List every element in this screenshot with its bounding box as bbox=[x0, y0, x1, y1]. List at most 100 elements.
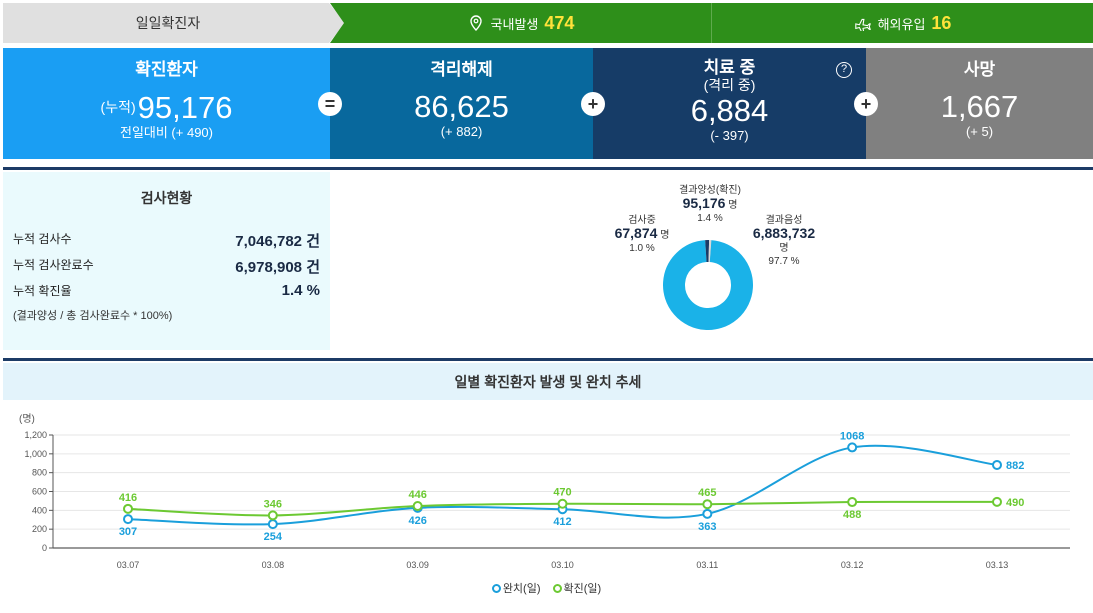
legend-dot bbox=[491, 584, 501, 593]
data-label: 882 bbox=[1006, 460, 1024, 472]
confirmed-value: 95,176 bbox=[137, 90, 233, 125]
deaths-value: 1,667 bbox=[940, 89, 1019, 124]
deaths-title: 사망 bbox=[963, 60, 996, 79]
x-tick-label: 03.12 bbox=[841, 560, 864, 570]
positive-pct: 1.4 % bbox=[697, 213, 723, 224]
cumulative-prefix: (누적) bbox=[100, 99, 136, 115]
data-point bbox=[847, 442, 858, 453]
test-row-value: 1.4 % bbox=[281, 282, 320, 299]
released-value: 86,625 bbox=[414, 89, 509, 124]
test-row-completed: 누적 검사완료수 6,978,908 건 bbox=[13, 256, 320, 277]
positive-label-text: 결과양성(확진) bbox=[679, 185, 741, 196]
test-row-total: 누적 검사수 7,046,782 건 bbox=[13, 230, 320, 251]
data-point bbox=[992, 459, 1002, 470]
plus-operator-1: + bbox=[581, 92, 605, 116]
deaths-box: 사망 1,667 (+ 5) bbox=[866, 48, 1093, 159]
data-point bbox=[123, 503, 133, 514]
confirmed-title: 확진환자 bbox=[135, 60, 198, 79]
positive-label: 결과양성(확진) 95,176 명 1.4 % bbox=[660, 184, 760, 225]
data-point bbox=[702, 508, 713, 519]
data-label: 446 bbox=[408, 489, 426, 501]
y-tick-label: 1,000 bbox=[24, 449, 47, 459]
airplane-icon bbox=[854, 14, 872, 32]
chart-legend: 완치(일) 확진(일) bbox=[0, 580, 1093, 596]
equals-operator: = bbox=[318, 92, 342, 116]
treating-subtitle: (격리 중) bbox=[703, 77, 756, 93]
data-label: 254 bbox=[264, 531, 283, 543]
overseas-label: 해외유입 bbox=[877, 16, 926, 32]
test-row-label: 누적 검사완료수 bbox=[13, 258, 94, 272]
daily-breakdown-bar: 국내발생 474 해외유입 16 bbox=[330, 3, 1093, 43]
deaths-diff: (+ 5) bbox=[965, 124, 994, 139]
domestic-label: 국내발생 bbox=[490, 16, 539, 32]
testing-value: 67,874 bbox=[614, 225, 658, 241]
daily-trend-chart-panel: 일별 확진환자 발생 및 완치 추세 bbox=[3, 363, 1093, 613]
testing-pct: 1.0 % bbox=[629, 243, 655, 254]
data-label: 470 bbox=[553, 487, 571, 499]
test-row-rate: 누적 확진율 1.4 % bbox=[13, 282, 320, 299]
y-axis-unit-label: (명) bbox=[19, 413, 35, 425]
section-divider-2 bbox=[3, 358, 1093, 361]
plus-operator-2: + bbox=[854, 92, 878, 116]
test-status-panel: 검사현황 누적 검사수 7,046,782 건 누적 검사완료수 6,978,9… bbox=[3, 172, 330, 350]
data-label: 426 bbox=[408, 515, 426, 527]
daily-trend-line-chart: (명) 0 200 400 600 800 1,000 1,200 03.07 03.08 03.0… bbox=[19, 413, 1070, 570]
positive-value: 95,176 bbox=[682, 195, 726, 211]
data-point bbox=[123, 514, 133, 525]
released-title: 격리해제 bbox=[430, 60, 493, 79]
data-label: 307 bbox=[119, 526, 137, 538]
data-point bbox=[992, 496, 1002, 507]
test-result-donut bbox=[663, 240, 753, 330]
test-row-label: 누적 검사수 bbox=[13, 232, 72, 246]
help-icon[interactable]: ? bbox=[836, 62, 852, 78]
stats-row: 확진환자 (누적)95,176 전일대비 (+ 490) 격리해제 86,625… bbox=[3, 48, 1093, 159]
treating-value: 6,884 bbox=[690, 93, 769, 128]
top-bar: 일일확진자 국내발생 474 해외유입 16 bbox=[0, 0, 1093, 44]
data-point bbox=[847, 497, 858, 508]
data-point bbox=[557, 498, 568, 509]
data-label: 412 bbox=[553, 516, 571, 528]
chart-title: 일별 확진환자 발생 및 완치 추세 bbox=[3, 363, 1093, 400]
data-point bbox=[702, 499, 713, 510]
data-point bbox=[267, 510, 278, 521]
released-box: 격리해제 86,625 (+ 882) bbox=[330, 48, 593, 159]
test-row-label: 누적 확진율 bbox=[13, 284, 72, 298]
overseas-cell: 해외유입 16 bbox=[711, 3, 1093, 43]
confirmed-box: 확진환자 (누적)95,176 전일대비 (+ 490) bbox=[3, 48, 330, 159]
domestic-cell: 국내발생 474 bbox=[330, 3, 711, 43]
treating-diff: (- 397) bbox=[710, 128, 749, 143]
x-tick-label: 03.13 bbox=[986, 560, 1009, 570]
data-label: 490 bbox=[1006, 497, 1024, 509]
daily-confirmed-text: 일일확진자 bbox=[135, 15, 201, 31]
y-tick-label: 0 bbox=[42, 543, 47, 553]
legend-item-recovered[interactable]: 완치(일) bbox=[491, 580, 541, 596]
data-label: 363 bbox=[698, 521, 716, 533]
legend-dot bbox=[552, 584, 562, 593]
test-row-value: 6,978,908 건 bbox=[235, 259, 320, 276]
test-row-value: 7,046,782 건 bbox=[235, 233, 320, 250]
overseas-value: 16 bbox=[931, 12, 952, 33]
x-tick-label: 03.07 bbox=[117, 560, 140, 570]
negative-pct: 97.7 % bbox=[768, 256, 800, 267]
treating-title: 치료 중 bbox=[703, 58, 756, 77]
data-label: 465 bbox=[698, 487, 716, 499]
x-tick-label: 03.10 bbox=[551, 560, 574, 570]
released-diff: (+ 882) bbox=[440, 124, 483, 139]
testing-unit: 명 bbox=[660, 230, 670, 241]
section-divider-1 bbox=[3, 167, 1093, 170]
daily-confirmed-label: 일일확진자 bbox=[3, 3, 345, 43]
x-tick-label: 03.09 bbox=[406, 560, 429, 570]
negative-value: 6,883,732 bbox=[752, 225, 816, 241]
confirmed-value-line: (누적)95,176 bbox=[3, 90, 330, 125]
x-tick-label: 03.08 bbox=[262, 560, 285, 570]
testing-label: 검사중 67,874 명 1.0 % bbox=[602, 214, 682, 255]
negative-label: 결과음성 6,883,732 명 97.7 % bbox=[742, 214, 826, 268]
legend-label: 완치(일) bbox=[502, 583, 541, 595]
confirmed-diff: 전일대비 (+ 490) bbox=[119, 125, 213, 140]
legend-item-confirmed[interactable]: 확진(일) bbox=[552, 580, 601, 596]
y-tick-label: 800 bbox=[32, 468, 47, 478]
donut-slice-testing bbox=[663, 240, 753, 330]
data-label: 1068 bbox=[840, 430, 864, 442]
data-label: 416 bbox=[119, 492, 137, 504]
location-pin-icon bbox=[467, 14, 485, 32]
